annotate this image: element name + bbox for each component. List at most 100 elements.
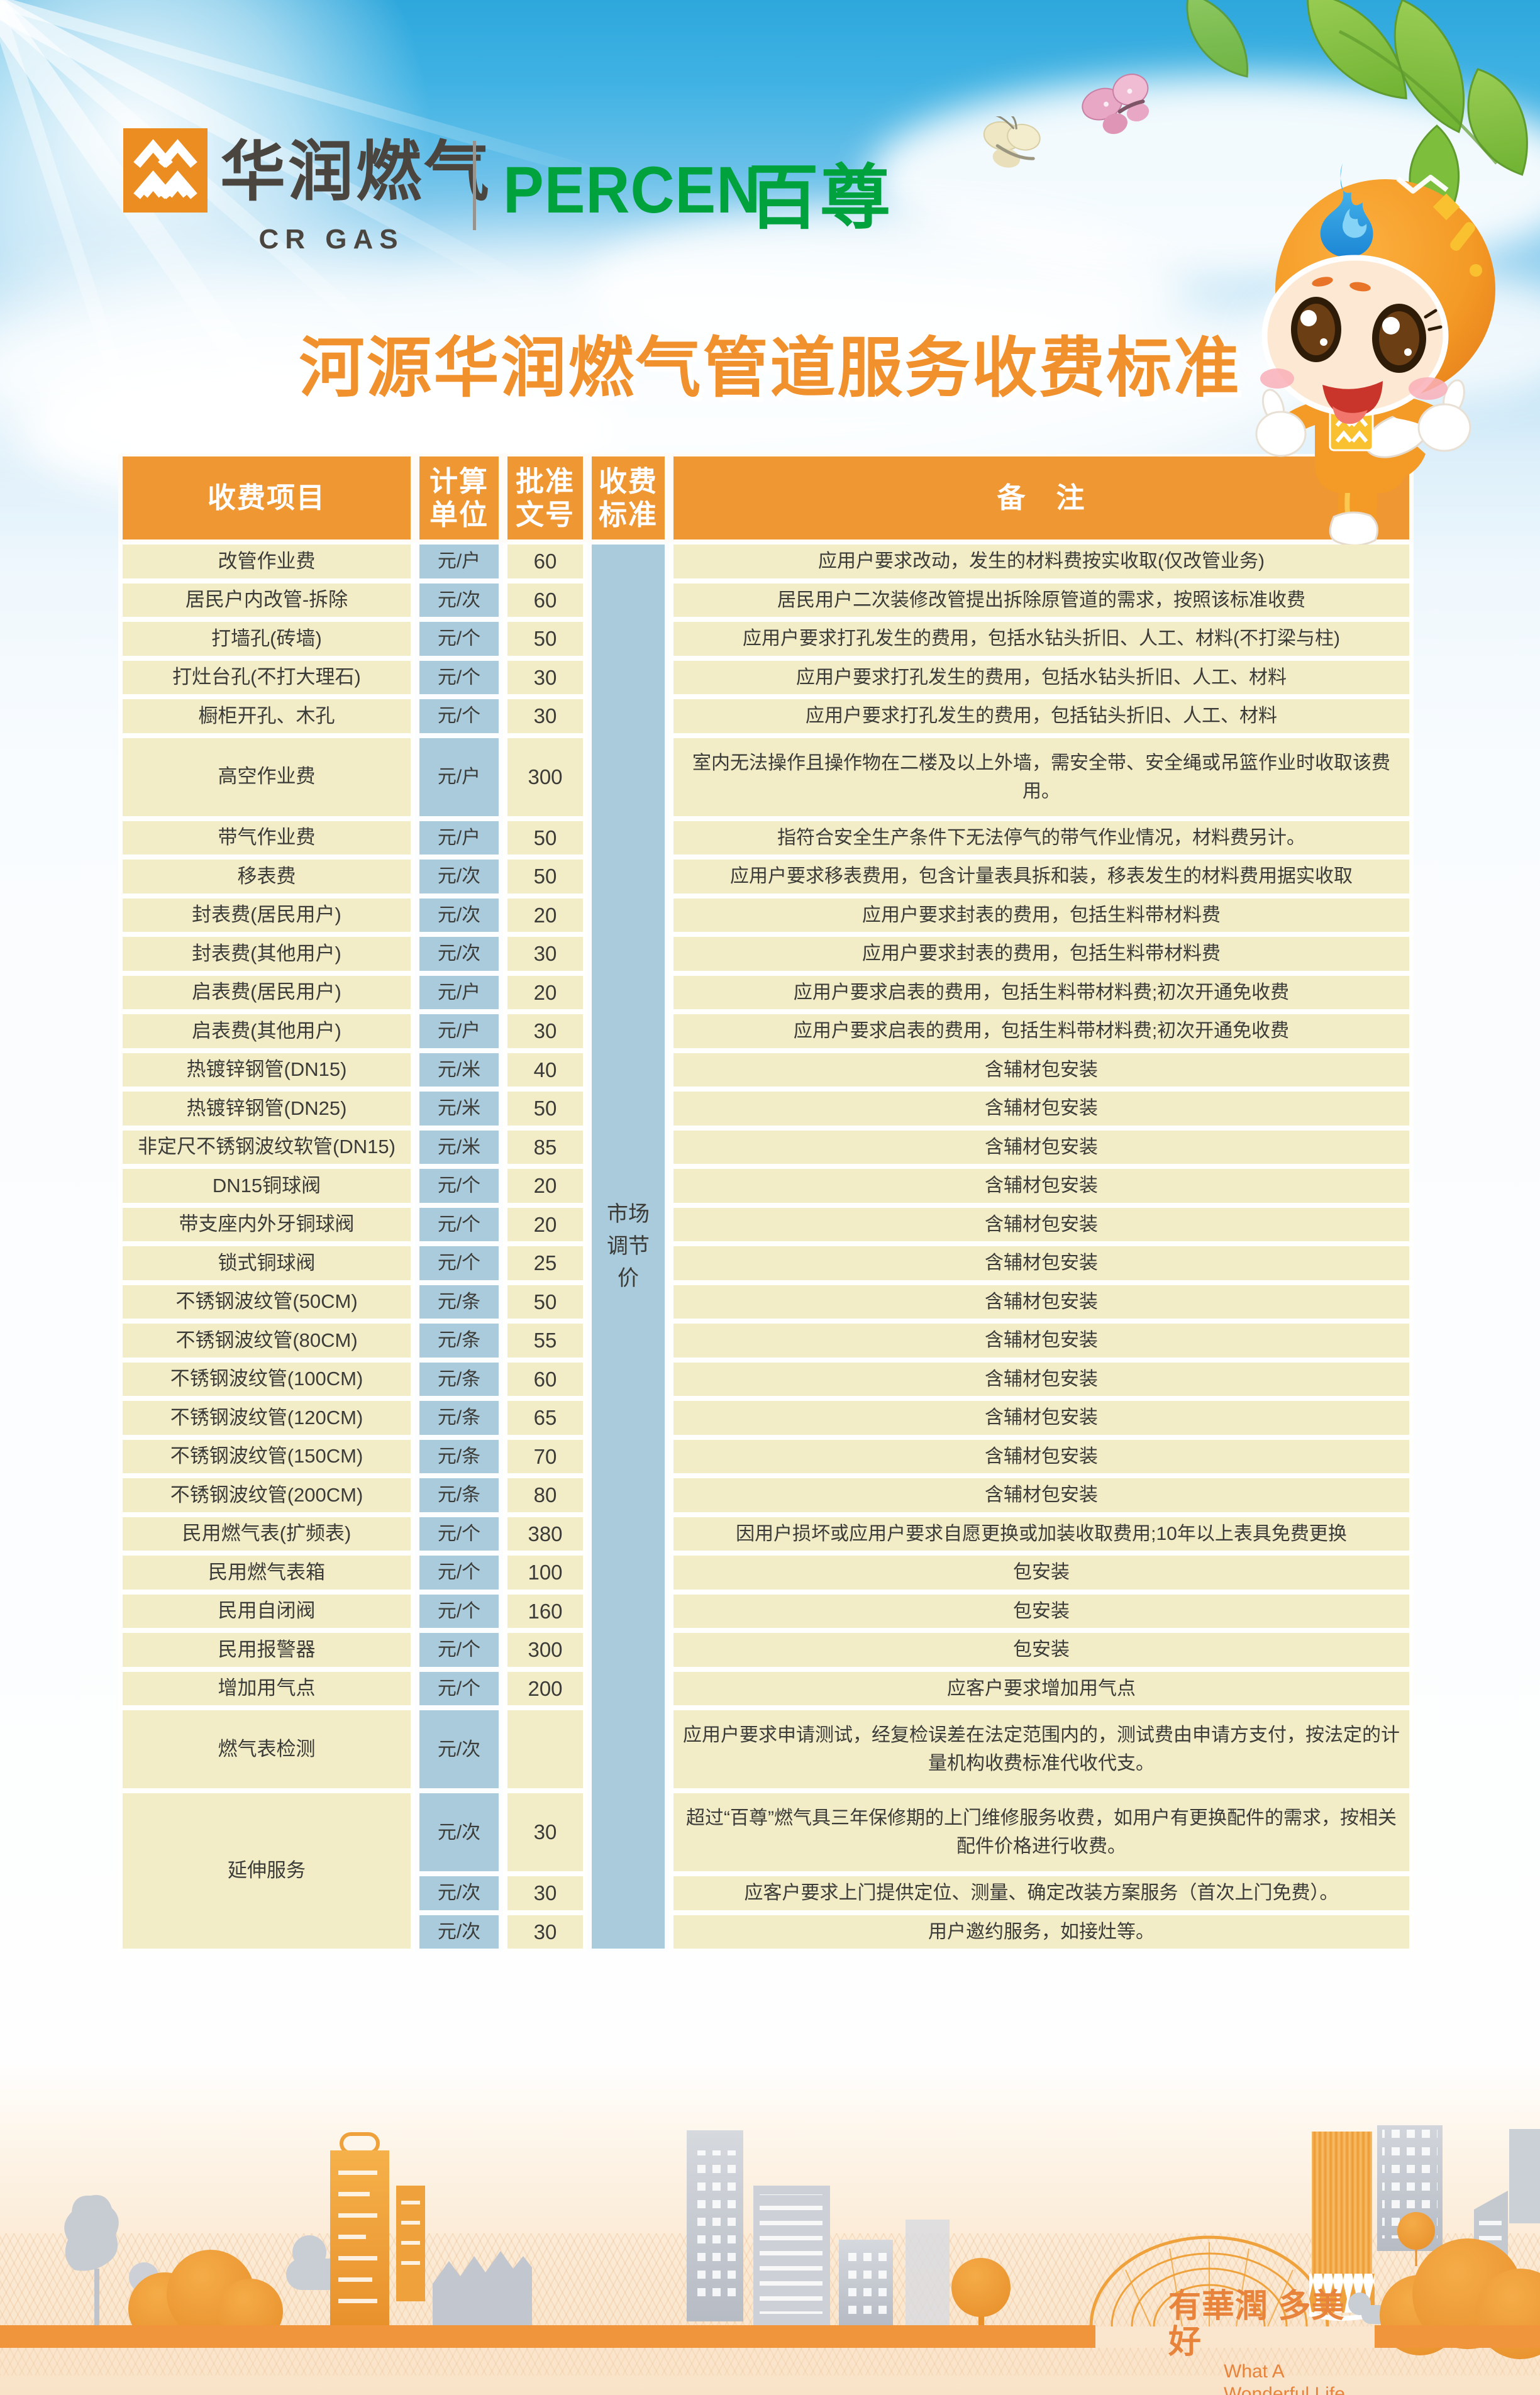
table-row: 热镀锌钢管(DN25) 元/米 50 含辅材包安装 bbox=[118, 1089, 1414, 1128]
unit-cell: 元/条 bbox=[415, 1437, 503, 1476]
fee-item-cell: 不锈钢波纹管(100CM) bbox=[118, 1359, 415, 1398]
fee-item-cell: 锁式铜球阀 bbox=[118, 1244, 415, 1283]
remark-cell: 应用户要求改动，发生的材料费按实收取(仅改管业务) bbox=[669, 542, 1414, 581]
table-row: 橱柜开孔、木孔 元/个 30 应用户要求打孔发生的费用，包括钻头折旧、人工、材料 bbox=[118, 697, 1414, 736]
remark-cell: 应用户要求启表的费用，包括生料带材料费;初次开通免收费 bbox=[669, 973, 1414, 1012]
doc-number-cell: 65 bbox=[503, 1398, 587, 1437]
cr-gas-mountain-icon bbox=[133, 139, 197, 199]
brand-divider bbox=[473, 141, 476, 230]
fee-item-cell: 不锈钢波纹管(80CM) bbox=[118, 1321, 415, 1360]
cr-gas-logo bbox=[123, 128, 208, 213]
fee-item-cell: 橱柜开孔、木孔 bbox=[118, 697, 415, 736]
table-row: 民用燃气表(扩频表) 元/个 380 因用户损坏或应用户要求自愿更换或加装收取费用;1… bbox=[118, 1514, 1414, 1553]
table-row: 带支座内外牙铜球阀 元/个 20 含辅材包安装 bbox=[118, 1205, 1414, 1244]
remark-cell: 含辅材包安装 bbox=[669, 1476, 1414, 1515]
unit-cell: 元/户 bbox=[415, 1012, 503, 1051]
fee-item-cell: 燃气表检测 bbox=[118, 1708, 415, 1791]
remark-cell: 应用户要求封表的费用，包括生料带材料费 bbox=[669, 934, 1414, 973]
fee-item-cell: 不锈钢波纹管(120CM) bbox=[118, 1398, 415, 1437]
unit-cell: 元/个 bbox=[415, 1205, 503, 1244]
fee-item-cell: 延伸服务 bbox=[118, 1791, 415, 1951]
table-row: 元/次 30 应客户要求上门提供定位、测量、确定改装方案服务（首次上门免费）。 bbox=[118, 1874, 1414, 1913]
doc-number-cell: 40 bbox=[503, 1050, 587, 1089]
fee-item-cell: 不锈钢波纹管(200CM) bbox=[118, 1476, 415, 1515]
unit-cell: 元/次 bbox=[415, 934, 503, 973]
doc-number-cell: 300 bbox=[503, 735, 587, 819]
fee-item-cell: 热镀锌钢管(DN15) bbox=[118, 1050, 415, 1089]
table-row: 不锈钢波纹管(120CM) 元/条 65 含辅材包安装 bbox=[118, 1398, 1414, 1437]
standard-merged-cell: 市场调节价 bbox=[587, 542, 669, 1951]
unit-cell: 元/次 bbox=[415, 1708, 503, 1791]
fee-item-cell: 不锈钢波纹管(150CM) bbox=[118, 1437, 415, 1476]
table-row: 打墙孔(砖墙) 元/个 50 应用户要求打孔发生的费用，包括水钻头折旧、人工、材料(不… bbox=[118, 619, 1414, 658]
fee-item-cell: 改管作业费 bbox=[118, 542, 415, 581]
baizun-logo-text: 百尊 bbox=[748, 158, 892, 237]
table-row: 不锈钢波纹管(200CM) 元/条 80 含辅材包安装 bbox=[118, 1476, 1414, 1515]
table-row: 打灶台孔(不打大理石) 元/个 30 应用户要求打孔发生的费用，包括水钻头折旧、人工、… bbox=[118, 658, 1414, 697]
fee-item-cell: 民用燃气表箱 bbox=[118, 1553, 415, 1592]
remark-cell: 含辅材包安装 bbox=[669, 1359, 1414, 1398]
doc-number-cell: 30 bbox=[503, 1791, 587, 1874]
table-row: 热镀锌钢管(DN15) 元/米 40 含辅材包安装 bbox=[118, 1050, 1414, 1089]
unit-cell: 元/条 bbox=[415, 1282, 503, 1321]
unit-cell: 元/户 bbox=[415, 818, 503, 857]
doc-number-cell: 100 bbox=[503, 1553, 587, 1592]
unit-cell: 元/条 bbox=[415, 1359, 503, 1398]
doc-number-cell: 60 bbox=[503, 580, 587, 619]
doc-number-cell: 160 bbox=[503, 1591, 587, 1630]
table-row: 居民户内改管-拆除 元/次 60 居民用户二次装修改管提出拆除原管道的需求，按照该标准… bbox=[118, 580, 1414, 619]
doc-number-cell: 30 bbox=[503, 697, 587, 736]
doc-number-cell: 85 bbox=[503, 1127, 587, 1166]
remark-cell: 应用户要求打孔发生的费用，包括水钻头折旧、人工、材料(不打梁与柱) bbox=[669, 619, 1414, 658]
fee-item-cell: 居民户内改管-拆除 bbox=[118, 580, 415, 619]
fee-item-cell: 带气作业费 bbox=[118, 818, 415, 857]
header-fee-item: 收费项目 bbox=[118, 454, 415, 542]
table-row: 封表费(其他用户) 元/次 30 应用户要求封表的费用，包括生料带材料费 bbox=[118, 934, 1414, 973]
fee-table-body: 改管作业费 元/户 60 市场调节价 应用户要求改动，发生的材料费按实收取(仅改管业务)… bbox=[118, 542, 1414, 1951]
doc-number-cell: 30 bbox=[503, 934, 587, 973]
gas-mascot-icon bbox=[1255, 163, 1495, 545]
slogan-en-line2: Wonderful Life bbox=[1224, 2384, 1345, 2395]
remark-cell: 含辅材包安装 bbox=[669, 1089, 1414, 1128]
table-row: 不锈钢波纹管(80CM) 元/条 55 含辅材包安装 bbox=[118, 1321, 1414, 1360]
fee-item-cell: 打灶台孔(不打大理石) bbox=[118, 658, 415, 697]
remark-cell: 用户邀约服务，如接灶等。 bbox=[669, 1912, 1414, 1951]
table-row: DN15铜球阀 元/个 20 含辅材包安装 bbox=[118, 1166, 1414, 1205]
unit-cell: 元/米 bbox=[415, 1050, 503, 1089]
unit-cell: 元/米 bbox=[415, 1089, 503, 1128]
slogan-en-line1: What A bbox=[1224, 2361, 1285, 2382]
table-row: 锁式铜球阀 元/个 25 含辅材包安装 bbox=[118, 1244, 1414, 1283]
table-row: 不锈钢波纹管(150CM) 元/条 70 含辅材包安装 bbox=[118, 1437, 1414, 1476]
unit-cell: 元/条 bbox=[415, 1398, 503, 1437]
doc-number-cell: 70 bbox=[503, 1437, 587, 1476]
remark-cell: 应客户要求增加用气点 bbox=[669, 1669, 1414, 1708]
unit-cell: 元/条 bbox=[415, 1476, 503, 1515]
fee-item-cell: 启表费(居民用户) bbox=[118, 973, 415, 1012]
unit-cell: 元/个 bbox=[415, 697, 503, 736]
fee-item-cell: 民用报警器 bbox=[118, 1630, 415, 1669]
doc-number-cell: 50 bbox=[503, 619, 587, 658]
unit-cell: 元/户 bbox=[415, 542, 503, 581]
unit-cell: 元/户 bbox=[415, 973, 503, 1012]
remark-cell: 含辅材包安装 bbox=[669, 1127, 1414, 1166]
table-row: 带气作业费 元/户 50 指符合安全生产条件下无法停气的带气作业情况，材料费另计。 bbox=[118, 818, 1414, 857]
unit-cell: 元/个 bbox=[415, 1591, 503, 1630]
doc-number-cell: 20 bbox=[503, 895, 587, 934]
pink-butterfly-icon bbox=[1082, 74, 1149, 135]
table-row: 改管作业费 元/户 60 市场调节价 应用户要求改动，发生的材料费按实收取(仅改管业务) bbox=[118, 542, 1414, 1951]
unit-cell: 元/次 bbox=[415, 895, 503, 934]
table-row: 非定尺不锈钢波纹软管(DN15) 元/米 85 含辅材包安装 bbox=[118, 1127, 1414, 1166]
doc-number-cell: 50 bbox=[503, 1089, 587, 1128]
cr-gas-name-cn: 华润燃气 bbox=[220, 136, 492, 209]
unit-cell: 元/次 bbox=[415, 857, 503, 896]
doc-number-cell: 50 bbox=[503, 1282, 587, 1321]
fee-item-cell: 高空作业费 bbox=[118, 735, 415, 819]
doc-number-cell: 20 bbox=[503, 973, 587, 1012]
header-unit: 计算 单位 bbox=[415, 454, 503, 542]
unit-cell: 元/次 bbox=[415, 1791, 503, 1874]
doc-number-cell: 60 bbox=[503, 542, 587, 581]
remark-cell: 室内无法操作且操作物在二楼及以上外墙，需安全带、安全绳或吊篮作业时收取该费用。 bbox=[669, 735, 1414, 819]
city-skyline-illustration bbox=[0, 2125, 1540, 2359]
fee-item-cell: 带支座内外牙铜球阀 bbox=[118, 1205, 415, 1244]
